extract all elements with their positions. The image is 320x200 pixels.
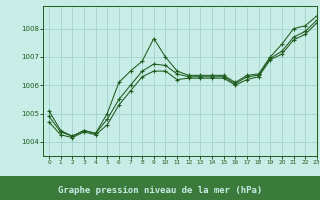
Text: Graphe pression niveau de la mer (hPa): Graphe pression niveau de la mer (hPa) xyxy=(58,186,262,195)
